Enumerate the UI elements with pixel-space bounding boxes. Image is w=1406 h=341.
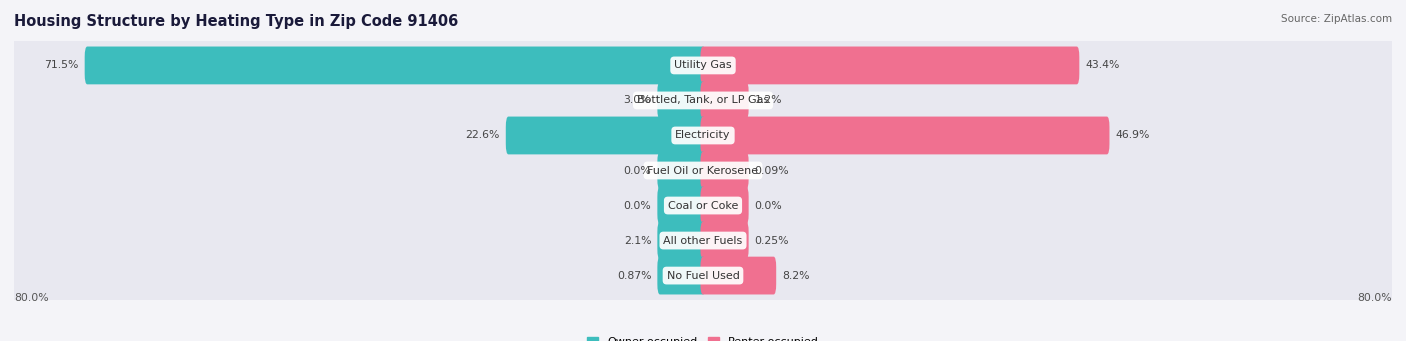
Text: Bottled, Tank, or LP Gas: Bottled, Tank, or LP Gas: [637, 95, 769, 105]
FancyBboxPatch shape: [658, 81, 706, 119]
Text: 3.0%: 3.0%: [624, 95, 651, 105]
Text: Coal or Coke: Coal or Coke: [668, 201, 738, 210]
Text: Housing Structure by Heating Type in Zip Code 91406: Housing Structure by Heating Type in Zip…: [14, 14, 458, 29]
Text: Fuel Oil or Kerosene: Fuel Oil or Kerosene: [647, 165, 759, 176]
Text: 71.5%: 71.5%: [44, 60, 79, 71]
FancyBboxPatch shape: [7, 76, 1399, 125]
Text: 0.0%: 0.0%: [624, 165, 651, 176]
Text: 0.0%: 0.0%: [755, 201, 782, 210]
FancyBboxPatch shape: [658, 257, 706, 295]
FancyBboxPatch shape: [700, 257, 776, 295]
Text: 2.1%: 2.1%: [624, 236, 651, 246]
Text: No Fuel Used: No Fuel Used: [666, 270, 740, 281]
FancyBboxPatch shape: [700, 152, 748, 189]
FancyBboxPatch shape: [7, 111, 1399, 160]
Text: Utility Gas: Utility Gas: [675, 60, 731, 71]
FancyBboxPatch shape: [506, 117, 706, 154]
Text: 46.9%: 46.9%: [1115, 131, 1150, 140]
Text: 0.0%: 0.0%: [624, 201, 651, 210]
Text: 0.09%: 0.09%: [755, 165, 789, 176]
Legend: Owner-occupied, Renter-occupied: Owner-occupied, Renter-occupied: [582, 332, 824, 341]
FancyBboxPatch shape: [700, 187, 748, 224]
FancyBboxPatch shape: [7, 146, 1399, 195]
Text: 80.0%: 80.0%: [14, 293, 49, 303]
FancyBboxPatch shape: [700, 117, 1109, 154]
Text: 22.6%: 22.6%: [465, 131, 499, 140]
FancyBboxPatch shape: [658, 187, 706, 224]
FancyBboxPatch shape: [7, 41, 1399, 90]
FancyBboxPatch shape: [7, 181, 1399, 230]
FancyBboxPatch shape: [658, 152, 706, 189]
FancyBboxPatch shape: [700, 46, 1080, 84]
Text: 80.0%: 80.0%: [1357, 293, 1392, 303]
Text: 8.2%: 8.2%: [782, 270, 810, 281]
Text: 43.4%: 43.4%: [1085, 60, 1119, 71]
FancyBboxPatch shape: [700, 222, 748, 260]
Text: Source: ZipAtlas.com: Source: ZipAtlas.com: [1281, 14, 1392, 24]
FancyBboxPatch shape: [658, 222, 706, 260]
Text: All other Fuels: All other Fuels: [664, 236, 742, 246]
FancyBboxPatch shape: [7, 216, 1399, 265]
FancyBboxPatch shape: [7, 251, 1399, 300]
FancyBboxPatch shape: [84, 46, 706, 84]
Text: 0.25%: 0.25%: [755, 236, 789, 246]
Text: 0.87%: 0.87%: [617, 270, 651, 281]
Text: Electricity: Electricity: [675, 131, 731, 140]
Text: 1.2%: 1.2%: [755, 95, 782, 105]
FancyBboxPatch shape: [700, 81, 748, 119]
